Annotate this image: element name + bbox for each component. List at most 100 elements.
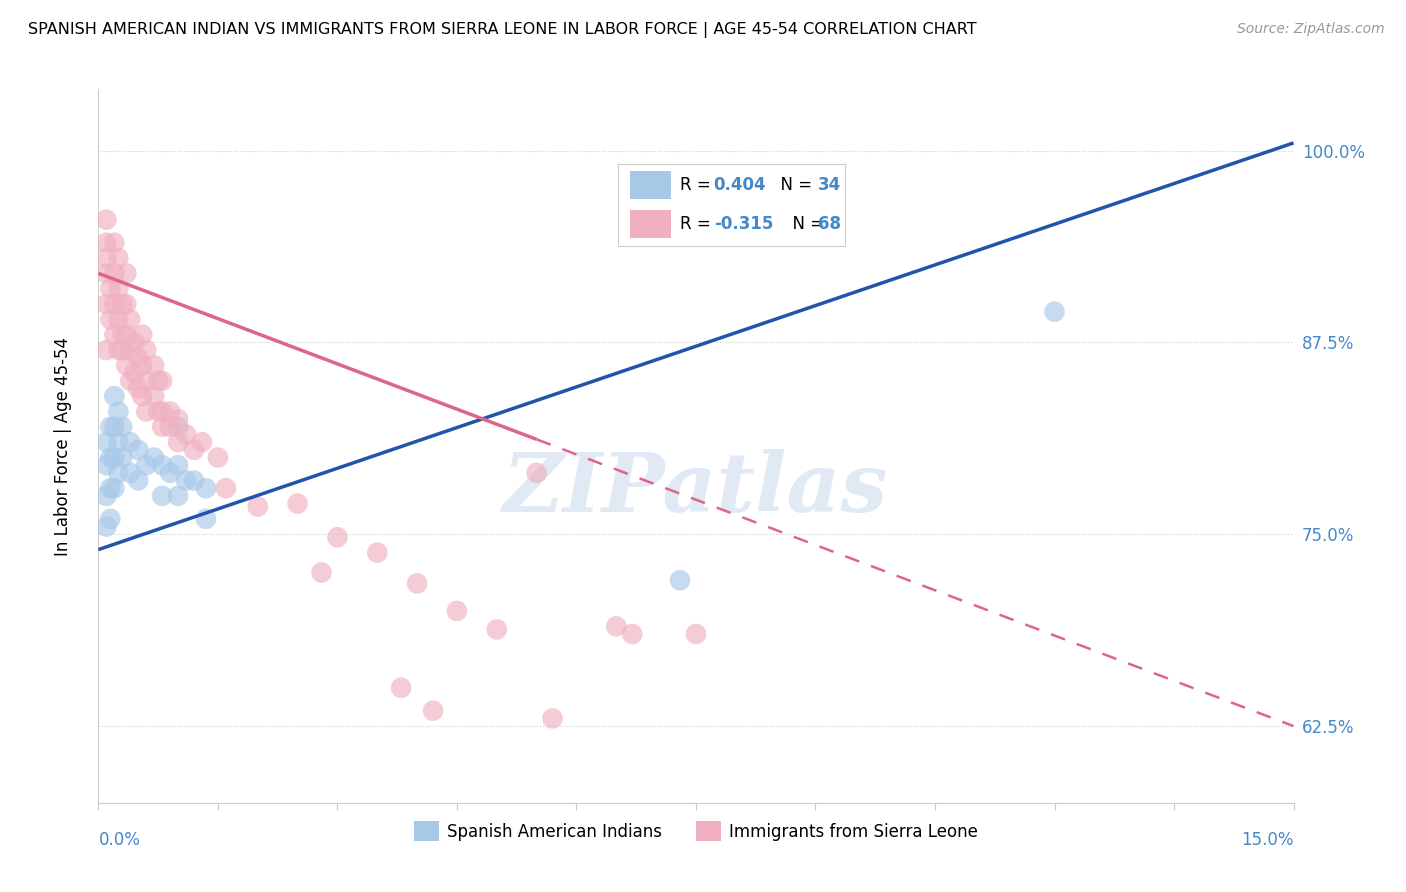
Point xyxy=(621,627,644,641)
Point xyxy=(246,500,269,514)
Point xyxy=(98,481,122,495)
Point xyxy=(1043,304,1066,318)
Point xyxy=(107,251,129,265)
Point xyxy=(103,481,125,495)
Point xyxy=(107,282,129,296)
Point xyxy=(174,474,197,488)
Point xyxy=(366,546,388,560)
Point xyxy=(103,297,125,311)
Point xyxy=(107,343,129,357)
Point xyxy=(326,530,349,544)
Point xyxy=(143,359,166,373)
Point xyxy=(120,343,142,357)
Y-axis label: In Labor Force | Age 45-54: In Labor Force | Age 45-54 xyxy=(53,336,72,556)
Point xyxy=(96,297,118,311)
Point xyxy=(107,466,129,480)
Point xyxy=(183,474,205,488)
Point xyxy=(115,297,138,311)
Point xyxy=(287,497,309,511)
Point xyxy=(669,574,692,588)
Point xyxy=(115,359,138,373)
Point xyxy=(150,458,173,473)
Point xyxy=(124,366,146,380)
Point xyxy=(103,419,125,434)
Point xyxy=(96,489,118,503)
Point xyxy=(111,450,134,465)
Legend: Spanish American Indians, Immigrants from Sierra Leone: Spanish American Indians, Immigrants fro… xyxy=(408,814,984,848)
Point xyxy=(135,458,157,473)
Point xyxy=(150,404,173,418)
Point xyxy=(422,704,444,718)
Point xyxy=(98,450,122,465)
Point xyxy=(127,442,149,457)
Point xyxy=(96,235,118,250)
Point xyxy=(96,343,118,357)
Point xyxy=(215,481,238,495)
Point xyxy=(127,351,149,365)
Point xyxy=(115,266,138,280)
Point xyxy=(541,711,564,725)
Point xyxy=(685,627,707,641)
Point xyxy=(148,374,170,388)
Point xyxy=(446,604,468,618)
Point xyxy=(191,435,214,450)
Point xyxy=(120,435,142,450)
Point xyxy=(131,389,153,403)
Point xyxy=(406,576,429,591)
Point xyxy=(167,412,190,426)
Point xyxy=(103,389,125,403)
Point xyxy=(131,359,153,373)
Point xyxy=(107,435,129,450)
Point xyxy=(150,374,173,388)
Point xyxy=(150,489,173,503)
Point xyxy=(96,251,118,265)
Point xyxy=(143,389,166,403)
Point xyxy=(115,327,138,342)
Text: Source: ZipAtlas.com: Source: ZipAtlas.com xyxy=(1237,22,1385,37)
Point xyxy=(195,512,218,526)
Point xyxy=(389,681,412,695)
Point xyxy=(195,481,218,495)
Point xyxy=(135,374,157,388)
Text: SPANISH AMERICAN INDIAN VS IMMIGRANTS FROM SIERRA LEONE IN LABOR FORCE | AGE 45-: SPANISH AMERICAN INDIAN VS IMMIGRANTS FR… xyxy=(28,22,977,38)
Point xyxy=(135,404,157,418)
Point xyxy=(526,466,548,480)
Point xyxy=(124,335,146,350)
Point xyxy=(207,450,229,465)
Point xyxy=(98,419,122,434)
Point xyxy=(103,235,125,250)
Point xyxy=(111,297,134,311)
Point xyxy=(120,466,142,480)
Point xyxy=(96,266,118,280)
Point xyxy=(148,404,170,418)
Point xyxy=(96,435,118,450)
Point xyxy=(120,312,142,326)
Point xyxy=(107,404,129,418)
Point xyxy=(103,266,125,280)
Point xyxy=(96,519,118,533)
Text: ZIPatlas: ZIPatlas xyxy=(503,449,889,529)
Point xyxy=(98,312,122,326)
Point xyxy=(159,419,181,434)
Point xyxy=(159,466,181,480)
Point xyxy=(135,343,157,357)
Point xyxy=(167,458,190,473)
Point xyxy=(127,474,149,488)
Point xyxy=(98,512,122,526)
Point xyxy=(143,450,166,465)
Point xyxy=(159,404,181,418)
Point xyxy=(605,619,627,633)
Point xyxy=(167,419,190,434)
Point xyxy=(127,381,149,395)
Point xyxy=(96,458,118,473)
Point xyxy=(131,327,153,342)
Point xyxy=(150,419,173,434)
Point xyxy=(485,623,508,637)
Point xyxy=(111,343,134,357)
Point xyxy=(183,442,205,457)
Point xyxy=(103,450,125,465)
Point xyxy=(103,327,125,342)
Point xyxy=(120,374,142,388)
Text: 15.0%: 15.0% xyxy=(1241,831,1294,849)
Point xyxy=(98,282,122,296)
